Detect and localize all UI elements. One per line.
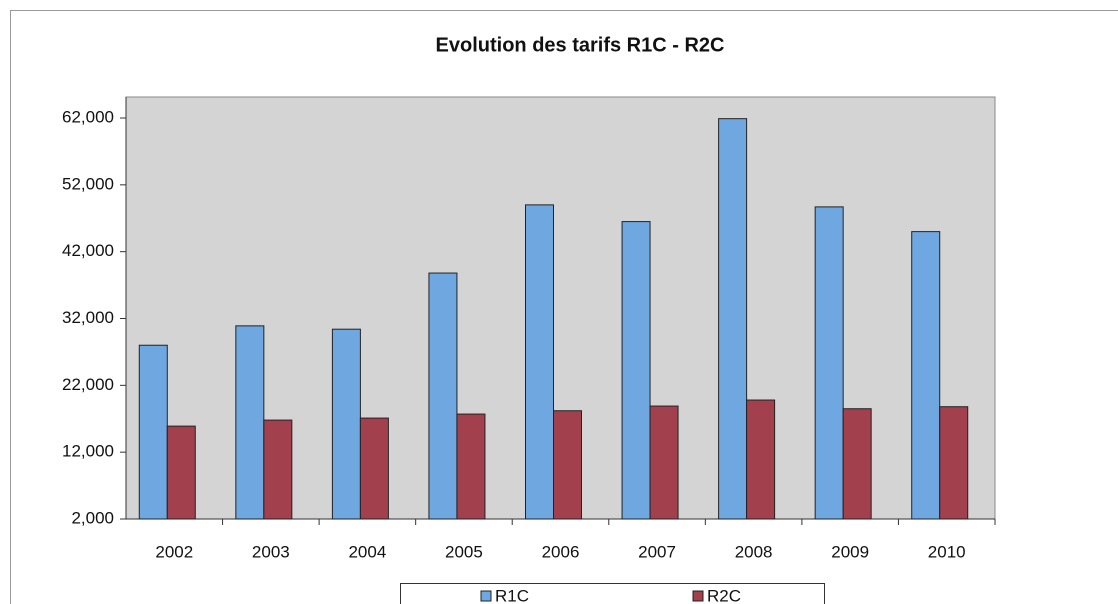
y-tick-label: 62,000 — [62, 107, 114, 126]
bar — [263, 419, 293, 520]
x-tick-label: 2007 — [638, 542, 676, 561]
bar — [235, 325, 265, 520]
x-tick-label: 2003 — [252, 542, 290, 561]
bar — [428, 272, 458, 520]
bar — [456, 413, 486, 520]
x-tick-label: 2009 — [831, 542, 869, 561]
y-tick-label: 2,000 — [71, 508, 114, 527]
y-tick-label: 12,000 — [62, 442, 114, 461]
legend-swatch — [480, 590, 492, 602]
x-tick-label: 2008 — [735, 542, 773, 561]
bar — [553, 410, 582, 520]
x-tick-label: 2005 — [445, 542, 483, 561]
bar — [649, 405, 679, 520]
bar — [359, 417, 389, 520]
bar — [138, 344, 168, 520]
chart-title: Evolution des tarifs R1C - R2C — [436, 34, 725, 56]
bar — [718, 118, 748, 520]
y-tick-label: 22,000 — [62, 375, 114, 394]
y-tick-label: 52,000 — [62, 174, 114, 193]
bar — [939, 406, 969, 520]
x-tick-label: 2010 — [928, 542, 966, 561]
bar — [814, 206, 844, 520]
x-tick-label: 2006 — [542, 542, 580, 561]
x-tick-label: 2004 — [348, 542, 386, 561]
y-tick-label: 42,000 — [62, 241, 114, 260]
bar — [911, 231, 941, 520]
bar — [331, 328, 361, 520]
bar — [621, 221, 651, 520]
legend-label: R2C — [707, 586, 741, 604]
bar — [746, 399, 776, 520]
legend-label: R1C — [495, 586, 529, 604]
bar — [842, 408, 872, 520]
bar — [525, 204, 554, 520]
legend-swatch — [692, 590, 704, 602]
y-tick-label: 32,000 — [62, 308, 114, 327]
bar — [166, 425, 196, 520]
x-tick-label: 2002 — [155, 542, 193, 561]
legend-box — [400, 583, 825, 604]
